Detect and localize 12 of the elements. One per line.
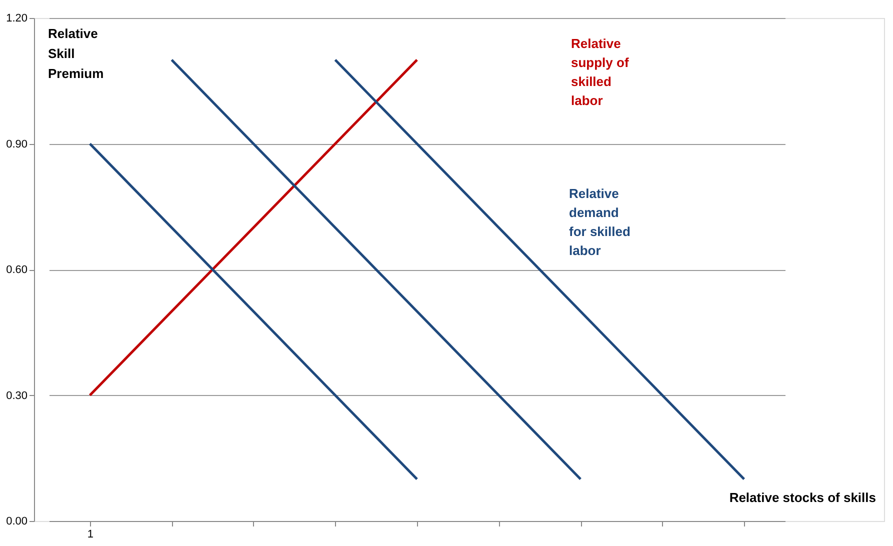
y-tick-label: 1.20 bbox=[6, 12, 28, 24]
text: Relative supply of skilled labor bbox=[571, 36, 630, 108]
x-tick-label: 1 bbox=[87, 528, 94, 540]
y-tick-label: 0.60 bbox=[6, 264, 28, 276]
y-axis-title: Relative Skill Premium bbox=[48, 26, 104, 81]
y-tick-label: 0.90 bbox=[6, 138, 28, 150]
y-tick-label: 0.30 bbox=[6, 390, 28, 402]
y-tick-label: 0.00 bbox=[6, 516, 28, 528]
x-axis-title: Relative stocks of skills bbox=[729, 490, 876, 505]
line-series bbox=[88, 142, 418, 480]
line-series bbox=[334, 58, 746, 480]
text: Relative demand for skilled labor bbox=[569, 186, 630, 258]
